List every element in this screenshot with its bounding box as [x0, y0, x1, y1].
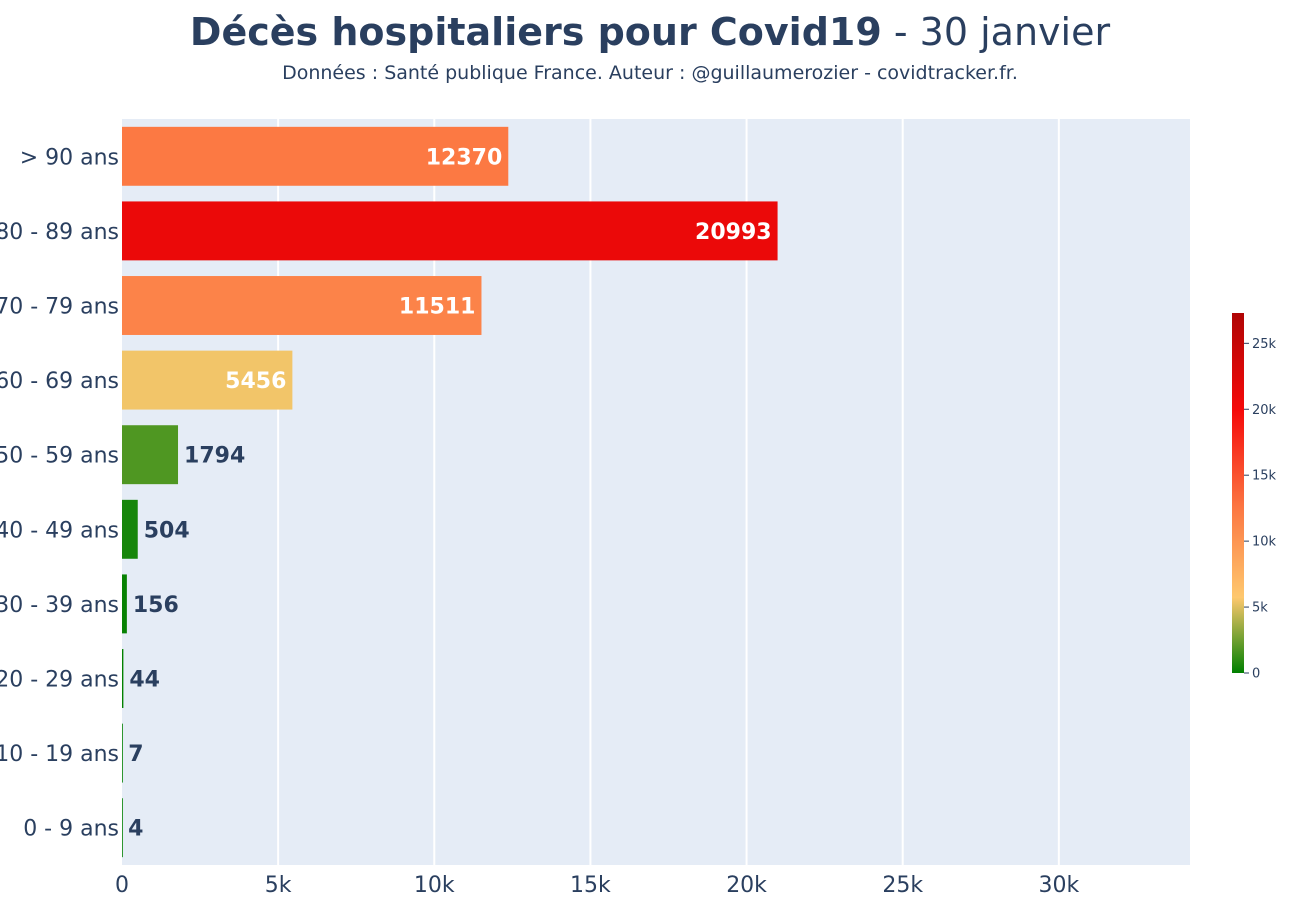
colorbar-tick-label: 0 — [1252, 667, 1260, 682]
data-label: 11511 — [399, 295, 476, 320]
x-tick-label: 25k — [882, 873, 923, 898]
bar — [122, 499, 138, 559]
bar — [122, 798, 123, 858]
y-tick-label: 30 - 39 ans — [0, 593, 119, 618]
data-label: 12370 — [426, 145, 503, 170]
chart-title-separator: - — [881, 10, 920, 54]
data-label: 20993 — [695, 220, 772, 245]
colorbar — [1232, 313, 1244, 673]
colorbar-tick-label: 15k — [1252, 469, 1277, 484]
x-tick-label: 5k — [265, 873, 292, 898]
x-tick-label: 10k — [414, 873, 455, 898]
chart-title-date: 30 janvier — [919, 10, 1111, 54]
bar — [122, 126, 509, 186]
y-tick-label: 20 - 29 ans — [0, 668, 119, 693]
y-tick-label: 70 - 79 ans — [0, 295, 119, 320]
data-label: 44 — [129, 668, 160, 693]
colorbar-tick-label: 10k — [1252, 535, 1277, 550]
colorbar-tick-label: 25k — [1252, 337, 1277, 352]
x-tick-label: 20k — [726, 873, 767, 898]
bar — [122, 276, 482, 335]
y-tick-label: > 90 ans — [20, 145, 119, 170]
x-tick-label: 15k — [570, 873, 611, 898]
y-tick-label: 80 - 89 ans — [0, 220, 119, 245]
x-tick-label: 0 — [115, 873, 129, 898]
y-tick-label: 40 - 49 ans — [0, 518, 119, 543]
chart-title: Décès hospitaliers pour Covid19 - 30 jan… — [0, 8, 1300, 56]
y-tick-label: 10 - 19 ans — [0, 742, 119, 767]
chart-title-main: Décès hospitaliers pour Covid19 — [189, 10, 882, 54]
data-label: 5456 — [225, 369, 286, 394]
data-label: 156 — [133, 593, 179, 618]
data-label: 7 — [128, 742, 143, 767]
bar — [122, 350, 293, 410]
colorbar-tick-label: 5k — [1252, 601, 1268, 616]
y-tick-label: 60 - 69 ans — [0, 369, 119, 394]
bar — [122, 574, 127, 634]
y-tick-label: 50 - 59 ans — [0, 444, 119, 469]
data-label: 4 — [128, 817, 143, 842]
bar — [122, 649, 124, 708]
bar — [122, 425, 179, 485]
y-tick-label: 0 - 9 ans — [23, 817, 119, 842]
bar — [122, 723, 123, 783]
data-label: 1794 — [184, 444, 245, 469]
bar — [122, 201, 778, 261]
colorbar-tick-label: 20k — [1252, 403, 1277, 418]
x-tick-label: 30k — [1038, 873, 1079, 898]
data-label: 504 — [144, 518, 190, 543]
chart-subtitle: Données : Santé publique France. Auteur … — [282, 62, 1018, 84]
